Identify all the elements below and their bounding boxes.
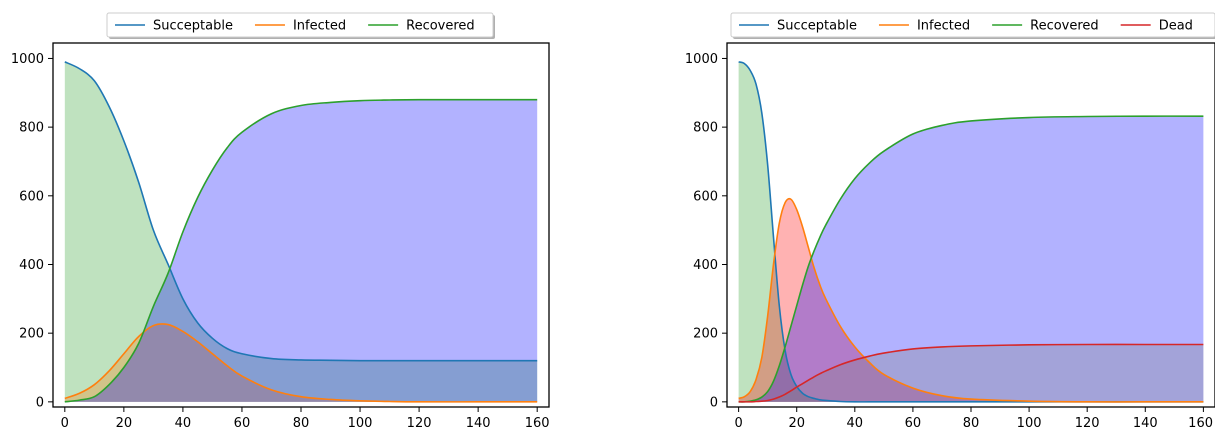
series-lines [64, 61, 538, 403]
chart-panel-2: 0 20 40 60 80 100 120 140 160 0 200 400 600 800 1000 Su… [685, 12, 1215, 431]
x-tick-label: 0 [734, 416, 742, 431]
series-line-recovered [64, 98, 538, 403]
x-tick-label: 80 [963, 416, 980, 431]
y-tick-label: 400 [693, 258, 718, 273]
x-tick-label: 80 [293, 416, 310, 431]
x-tick-label: 120 [407, 416, 432, 431]
y-tick-label: 0 [36, 395, 44, 410]
x-tick-label: 100 [348, 416, 373, 431]
legend-label: Infected [917, 19, 970, 34]
legend-label: Succeptable [777, 19, 857, 34]
x-tick-label: 120 [1075, 416, 1100, 431]
legend: Succeptable Infected Recovered [106, 12, 495, 39]
legend-label: Recovered [406, 19, 475, 34]
y-tick-label: 200 [693, 327, 718, 342]
x-tick-label: 20 [116, 416, 133, 431]
x-tick-label: 160 [1188, 416, 1213, 431]
area-fills [738, 61, 1204, 402]
y-tick-label: 200 [19, 327, 44, 342]
series-lines [738, 61, 1204, 403]
area-fill-infected [738, 198, 1204, 402]
y-tick-label: 600 [19, 189, 44, 204]
y-tick-label: 600 [693, 189, 718, 204]
y-tick-label: 400 [19, 258, 44, 273]
legend-item-dead: Dead [1120, 19, 1193, 34]
series-line-infected [64, 323, 538, 403]
x-tick-label: 100 [1017, 416, 1042, 431]
area-fill-dead [738, 344, 1204, 402]
legend-label: Succeptable [153, 19, 233, 34]
legend-item-succeptable: Succeptable [115, 19, 233, 34]
legend-item-infected: Infected [878, 19, 970, 34]
legend-item-infected: Infected [254, 19, 346, 34]
y-tick-label: 800 [19, 121, 44, 136]
legend-label: Dead [1159, 19, 1193, 34]
x-tick-label: 0 [61, 416, 69, 431]
series-line-succeptable [738, 61, 1204, 403]
area-fill-recovered [738, 116, 1204, 402]
legend-label: Infected [293, 19, 346, 34]
area-fill-recovered [64, 99, 538, 402]
x-tick-label: 140 [466, 416, 491, 431]
chart-panel-1: 0 20 40 60 80 100 120 140 160 0 200 400 600 800 1000 Su… [11, 12, 550, 431]
area-fill-infected [64, 323, 538, 402]
legend-item-recovered: Recovered [368, 19, 475, 34]
y-tick-label: 0 [710, 395, 718, 410]
x-tick-label: 40 [175, 416, 192, 431]
legend: Succeptable Infected Recovered Dead [730, 12, 1215, 39]
x-tick-label: 20 [788, 416, 805, 431]
legend-item-recovered: Recovered [992, 19, 1099, 34]
legend-label: Recovered [1030, 19, 1099, 34]
area-fill-succeptable [64, 61, 538, 402]
series-line-succeptable [64, 61, 538, 362]
legend-item-succeptable: Succeptable [739, 19, 857, 34]
x-tick-label: 60 [234, 416, 251, 431]
series-line-dead [738, 343, 1204, 403]
area-fills [64, 61, 538, 402]
x-tick-label: 160 [525, 416, 550, 431]
x-tick-label: 60 [905, 416, 922, 431]
y-tick-label: 800 [693, 121, 718, 136]
legend-box [106, 12, 494, 38]
x-tick-label: 40 [847, 416, 864, 431]
y-tick-label: 1000 [685, 52, 718, 67]
area-fill-succeptable [738, 61, 1204, 402]
x-tick-label: 140 [1133, 416, 1158, 431]
y-tick-label: 1000 [11, 52, 44, 67]
legend-box [730, 12, 1215, 38]
series-line-infected [738, 197, 1204, 403]
series-line-recovered [738, 115, 1204, 403]
